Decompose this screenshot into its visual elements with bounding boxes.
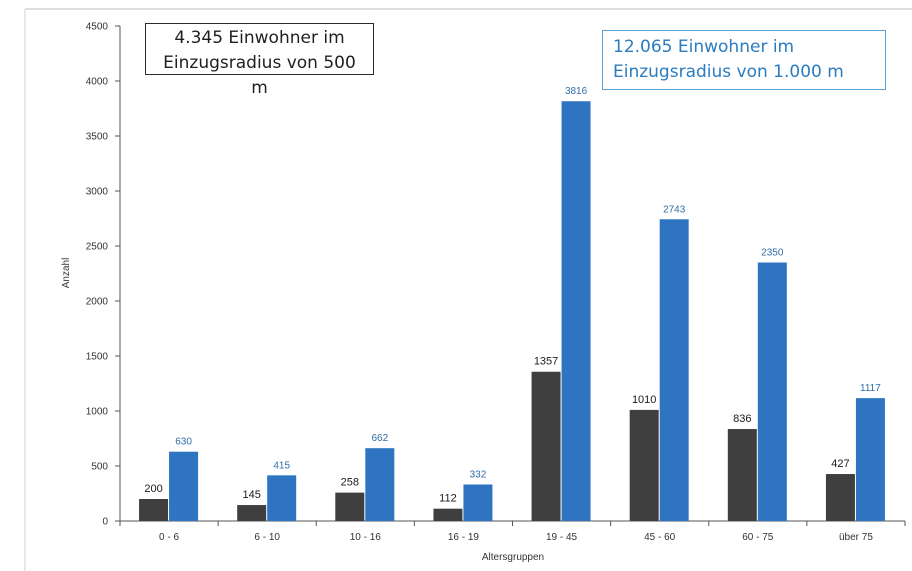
- x-tick-label: über 75: [839, 532, 873, 543]
- bar-labels: 200 145 258 112 1357 1010 836 427 630 415 662 332 38…: [144, 86, 881, 504]
- bar-1000m: [169, 451, 199, 521]
- x-tick-label: 19 - 45: [546, 532, 578, 543]
- data-label-500m: 1357: [534, 356, 558, 368]
- data-label-500m: 200: [144, 483, 162, 495]
- bar-500m: [139, 499, 169, 521]
- legend-1000m-line2: Einzugsradius von 1.000 m: [613, 62, 844, 82]
- legend-1000m-line1: 12.065 Einwohner im: [613, 37, 795, 57]
- data-label-500m: 258: [341, 477, 359, 489]
- x-tick-label: 45 - 60: [644, 532, 676, 543]
- data-label-1000m: 415: [273, 460, 290, 471]
- y-axis-title: Anzahl: [61, 258, 72, 289]
- y-tick-label: 3500: [86, 132, 109, 143]
- bar-1000m: [267, 475, 297, 521]
- y-tick-label: 1000: [86, 407, 109, 418]
- legend-500m-line1: 4.345 Einwohner im: [174, 28, 345, 48]
- bar-500m: [825, 474, 855, 521]
- x-tick-label: 10 - 16: [350, 532, 382, 543]
- data-label-500m: 112: [439, 493, 457, 505]
- legend-box-1000m: 12.065 Einwohner im Einzugsradius von 1.…: [602, 30, 886, 90]
- data-label-1000m: 332: [470, 469, 487, 480]
- x-tick-label: 6 - 10: [254, 532, 280, 543]
- data-label-500m: 427: [831, 458, 849, 470]
- x-axis: 0 - 6 6 - 10 10 - 16 16 - 19 19 - 45 45 - 60 6…: [119, 520, 906, 543]
- bar-500m: [629, 409, 659, 521]
- data-label-1000m: 630: [175, 437, 192, 448]
- x-axis-title: Altersgruppen: [482, 552, 544, 563]
- bar-1000m: [561, 101, 591, 522]
- data-label-500m: 1010: [632, 394, 656, 406]
- bar-500m: [335, 492, 365, 521]
- x-tick-label: 16 - 19: [448, 532, 480, 543]
- y-tick-label: 3000: [86, 187, 109, 198]
- bar-500m: [237, 505, 267, 521]
- bar-1000m: [855, 398, 885, 521]
- data-label-1000m: 1117: [860, 383, 881, 394]
- y-tick-label: 1500: [86, 352, 109, 363]
- bar-1000m: [659, 219, 689, 521]
- bar-1000m: [365, 448, 395, 521]
- y-tick-label: 4000: [86, 77, 109, 88]
- data-label-1000m: 2350: [761, 248, 784, 259]
- y-tick-label: 0: [102, 517, 108, 528]
- x-tick-label: 0 - 6: [159, 532, 179, 543]
- data-label-500m: 145: [243, 489, 261, 501]
- bar-500m: [433, 508, 463, 521]
- legend-500m-line2: Einzugsradius von 500 m: [163, 53, 356, 98]
- y-tick-label: 2500: [86, 242, 109, 253]
- bar-500m: [727, 429, 757, 521]
- y-tick-label: 2000: [86, 297, 109, 308]
- data-label-500m: 836: [733, 413, 751, 425]
- bars: [139, 101, 885, 522]
- data-label-1000m: 2743: [663, 204, 686, 215]
- bar-1000m: [757, 262, 787, 521]
- bar-1000m: [463, 484, 493, 521]
- x-tick-label: 60 - 75: [742, 532, 774, 543]
- y-tick-label: 4500: [86, 22, 109, 33]
- bar-500m: [531, 371, 561, 521]
- data-label-1000m: 662: [371, 433, 388, 444]
- y-tick-label: 500: [91, 462, 108, 473]
- y-axis: 0 500 1000 1500 2000 2500 3000 3500 4000 4500: [86, 22, 121, 528]
- data-label-1000m: 3816: [565, 86, 588, 97]
- legend-box-500m: 4.345 Einwohner im Einzugsradius von 500…: [145, 23, 374, 98]
